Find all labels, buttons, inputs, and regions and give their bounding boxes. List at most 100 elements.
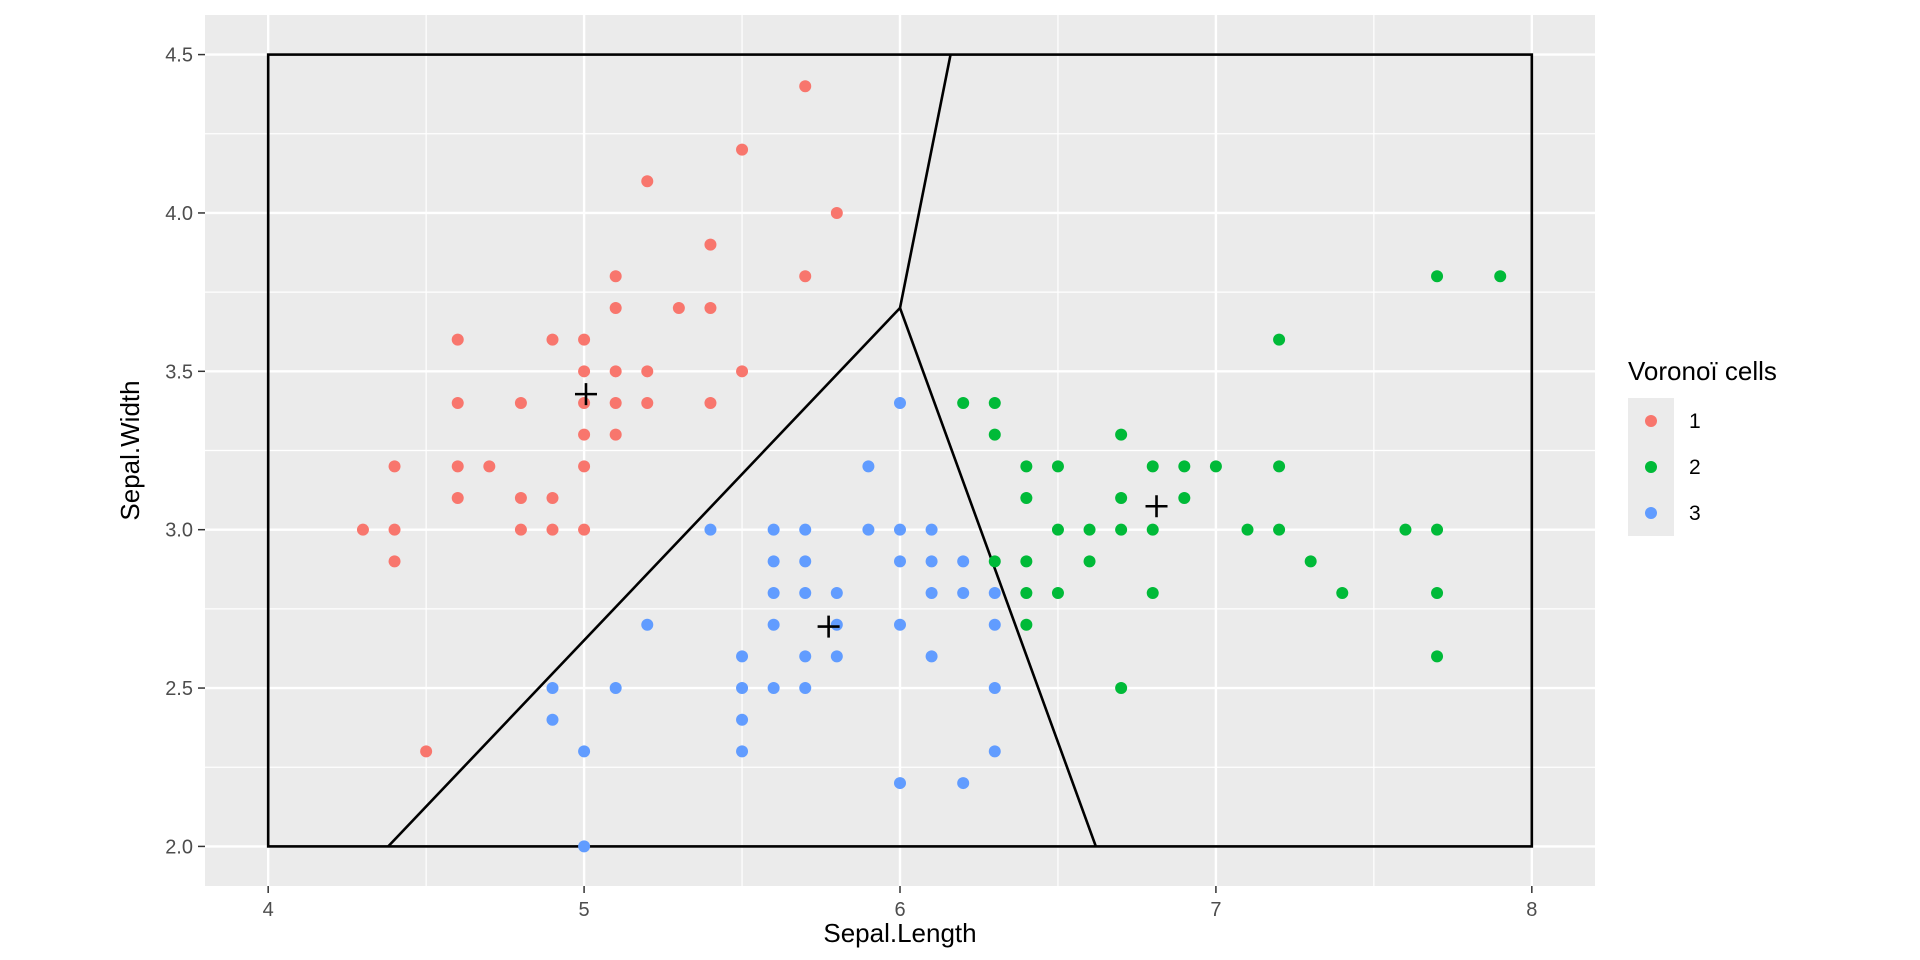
legend-key-1 [1645,415,1657,427]
point-cell-3 [767,587,780,600]
y-tick-label: 2.5 [165,678,193,700]
point-cell-2 [1051,587,1064,600]
legend-label: 3 [1689,502,1701,525]
point-cell-1 [451,492,464,505]
point-cell-1 [578,333,591,346]
point-cell-2 [1146,587,1159,600]
point-cell-3 [894,523,906,536]
point-cell-2 [1083,523,1096,536]
point-cell-2 [1020,460,1033,473]
point-cell-2 [1431,270,1444,283]
point-cell-2 [1083,555,1096,568]
point-cell-1 [672,301,685,314]
point-cell-1 [546,333,559,346]
point-cell-1 [799,80,812,93]
point-cell-1 [641,365,654,378]
point-cell-3 [546,713,559,726]
point-cell-2 [1273,460,1286,473]
point-cell-3 [894,618,906,631]
point-cell-3 [894,777,906,790]
point-cell-1 [578,428,591,441]
legend-key-3 [1645,507,1657,519]
point-cell-3 [736,745,749,758]
point-cell-2 [1051,460,1064,473]
y-tick-label: 3.0 [165,520,193,542]
bounding-box-rect [266,53,1534,848]
point-cell-2 [957,396,970,409]
y-axis-title: Sepal.Width [115,380,145,520]
point-cell-3 [609,682,622,695]
point-cell-3 [799,523,812,536]
point-cell-1 [830,206,843,219]
point-cell-1 [451,333,464,346]
point-cell-3 [894,555,906,568]
point-cell-1 [641,396,654,409]
legend-label: 1 [1689,410,1701,433]
point-cell-3 [767,523,780,536]
point-cell-2 [1273,333,1286,346]
point-cell-3 [925,555,938,568]
x-axis-ticks: 4 5 6 7 8 [263,886,1537,921]
point-cell-2 [1431,587,1444,600]
y-axis-ticks: 2.0 2.5 3.0 3.5 4.0 4.5 [165,45,205,858]
point-cell-1 [451,460,464,473]
x-tick-label: 4 [263,899,274,921]
point-cell-2 [1336,587,1349,600]
point-cell-3 [578,745,591,758]
point-cell-3 [578,840,591,853]
point-cell-2 [1304,555,1317,568]
voronoi-edge [898,307,1098,847]
point-cell-1 [641,175,654,188]
point-cell-2 [1115,428,1128,441]
centroid-marker [1145,495,1168,518]
point-cell-2 [1431,523,1444,536]
point-cell-3 [704,523,717,536]
point-cell-1 [609,270,622,283]
legend: Voronoï cells 1 2 3 [1628,356,1777,536]
point-cell-2 [1241,523,1254,536]
point-cell-2 [1146,460,1159,473]
point-cell-2 [1273,523,1286,536]
point-cell-3 [957,587,970,600]
point-cell-3 [894,396,906,409]
point-cell-1 [451,396,464,409]
point-cell-1 [388,460,401,473]
point-cell-3 [925,587,938,600]
point-cell-1 [356,523,369,536]
point-cell-3 [767,682,780,695]
point-cell-1 [609,428,622,441]
centroid-marker [574,383,597,406]
x-tick-label: 5 [579,899,590,921]
point-cell-1 [514,396,527,409]
x-axis-title: Sepal.Length [823,918,976,948]
point-cell-1 [514,523,527,536]
point-cell-3 [862,460,875,473]
point-cell-3 [830,587,843,600]
point-cell-2 [1020,618,1033,631]
data-points [356,80,1507,853]
point-cell-1 [736,143,749,156]
point-cell-2 [988,555,1001,568]
point-cell-2 [1178,460,1191,473]
point-cell-3 [767,618,780,631]
point-cell-1 [799,270,812,283]
centroids [574,383,1168,638]
point-cell-1 [546,492,559,505]
point-cell-1 [546,523,559,536]
point-cell-3 [799,682,812,695]
point-cell-2 [1020,555,1033,568]
point-cell-2 [1209,460,1222,473]
y-tick-label: 4.0 [165,203,193,225]
point-cell-2 [1020,587,1033,600]
point-cell-2 [1494,270,1507,283]
point-cell-2 [1115,523,1128,536]
y-tick-label: 4.5 [165,45,193,67]
centroid-marker [817,615,840,638]
point-cell-1 [609,365,622,378]
point-cell-3 [988,745,1001,758]
x-tick-label: 8 [1526,899,1537,921]
point-cell-1 [578,460,591,473]
point-cell-3 [957,777,970,790]
point-cell-1 [609,301,622,314]
point-cell-1 [388,555,401,568]
